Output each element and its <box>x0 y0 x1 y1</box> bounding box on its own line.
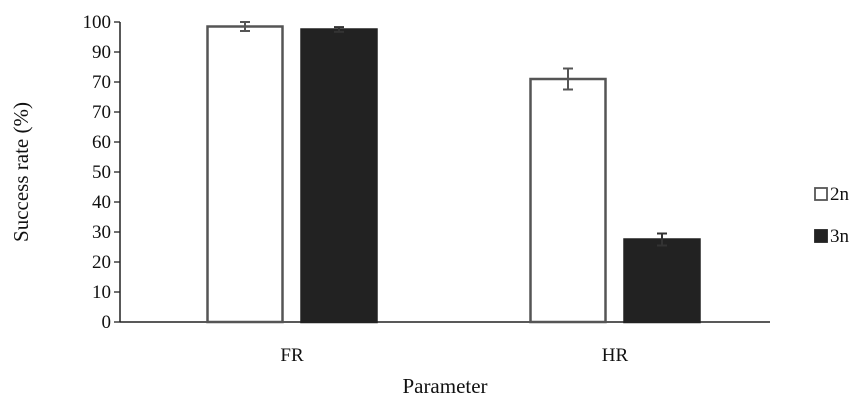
bars <box>206 21 701 324</box>
bar-hr-2n <box>529 77 607 324</box>
x-tick-label: HR <box>602 345 629 366</box>
bar-fr-2n <box>206 25 284 324</box>
legend-swatch-3n <box>814 229 828 243</box>
y-tick-label: 50 <box>92 162 111 183</box>
legend-label-3n: 3n <box>830 226 850 247</box>
x-tick-label: FR <box>280 345 304 366</box>
y-tick-label: 0 <box>102 312 112 333</box>
bar-fr-3n <box>300 28 378 324</box>
y-tick-label: 10 <box>92 282 111 303</box>
y-tick-label: 70 <box>92 102 111 123</box>
y-axis-title: Success rate (%) <box>9 102 33 242</box>
legend-label-2n: 2n <box>830 184 850 205</box>
y-tick-label: 70 <box>92 72 111 93</box>
legend-swatch-2n <box>814 187 828 201</box>
y-tick-label: 60 <box>92 132 111 153</box>
y-tick-label: 100 <box>83 12 112 33</box>
x-axis-title: Parameter <box>402 374 487 398</box>
axes: 0 10 20 30 40 50 60 70 70 90 100 FR HR <box>83 12 770 366</box>
bar-hr-3n <box>623 238 701 324</box>
y-tick-label: 20 <box>92 252 111 273</box>
y-tick-label: 40 <box>92 192 111 213</box>
y-tick-label: 30 <box>92 222 111 243</box>
y-tick-label: 90 <box>92 42 111 63</box>
legend: 2n 3n <box>814 184 850 247</box>
